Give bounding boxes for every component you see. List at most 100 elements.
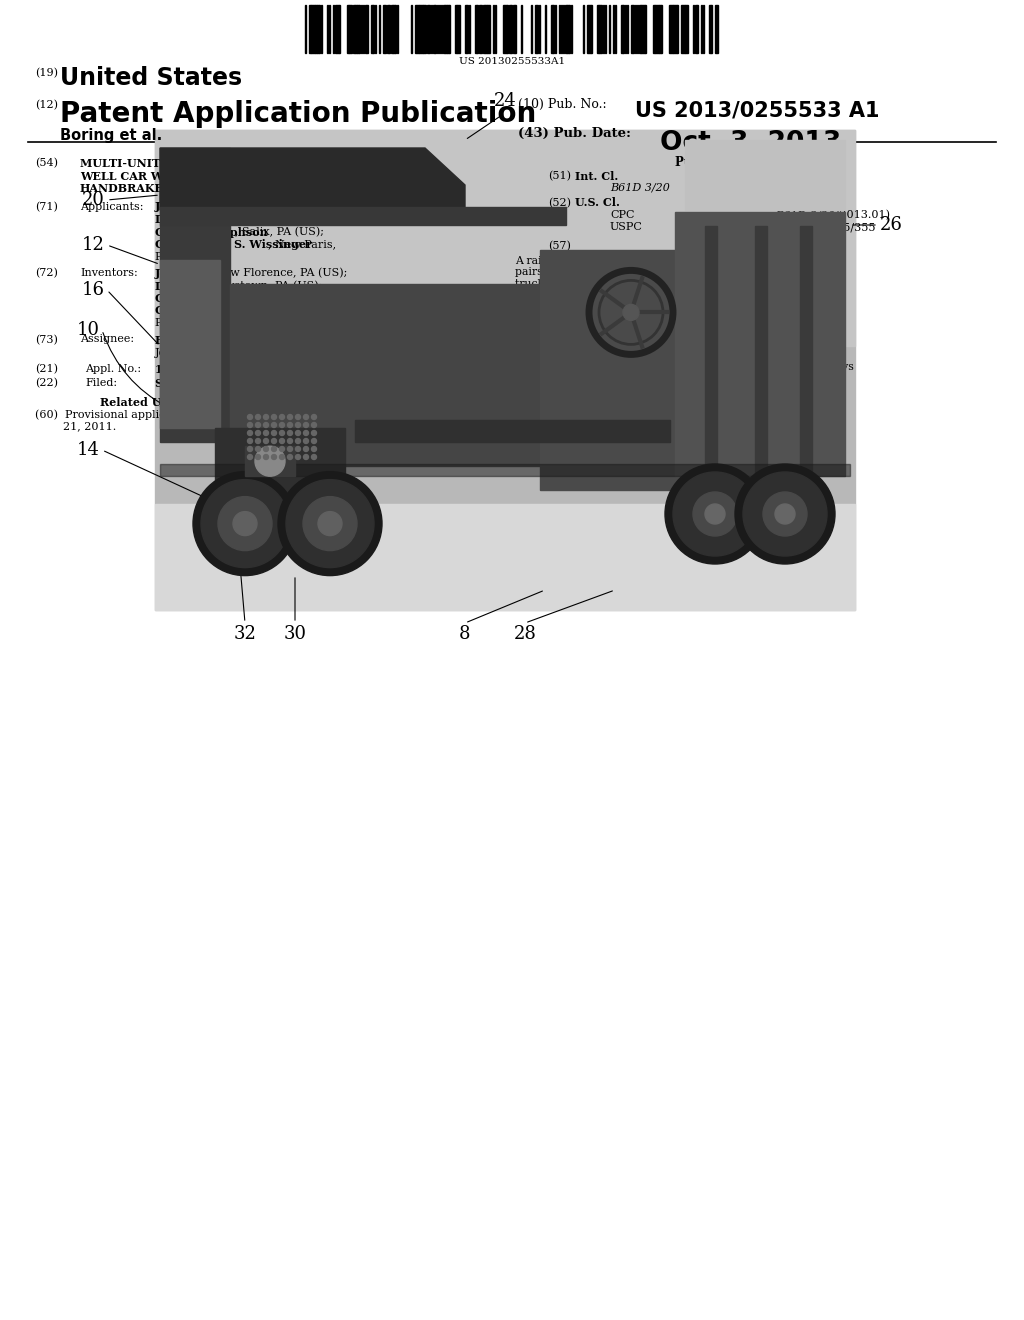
Circle shape (303, 496, 357, 550)
Text: US 2013/0255533 A1: US 2013/0255533 A1 (635, 100, 880, 120)
Text: (22): (22) (35, 378, 58, 388)
Text: extending between the end structures. The rail car: extending between the end structures. Th… (515, 338, 795, 348)
Text: 8: 8 (459, 624, 471, 643)
Circle shape (318, 512, 342, 536)
Text: Publication Classification: Publication Classification (675, 156, 845, 169)
Circle shape (303, 454, 308, 459)
Text: railcar via an operator on the ground.: railcar via an operator on the ground. (515, 445, 723, 454)
Bar (245, 446, 295, 475)
Circle shape (255, 446, 285, 477)
Bar (419, 5, 423, 53)
Bar (447, 5, 449, 53)
Circle shape (303, 446, 308, 451)
Bar (503, 5, 507, 53)
Bar (509, 5, 511, 53)
Bar (659, 5, 662, 53)
Circle shape (256, 446, 260, 451)
Text: structures, each end structure supported on one truck, and: structures, each end structure supported… (515, 290, 842, 301)
Bar (393, 5, 395, 53)
Bar (715, 5, 718, 53)
Bar (443, 5, 445, 53)
Text: pairs, and a railcar body supported on a pair of the: pairs, and a railcar body supported on a… (515, 267, 797, 277)
Bar (215, 428, 345, 513)
Text: ABSTRACT: ABSTRACT (721, 242, 799, 253)
Text: Applicants:: Applicants: (80, 202, 143, 211)
Bar (655, 5, 659, 53)
Circle shape (263, 454, 268, 459)
Text: Jeff Boring: Jeff Boring (155, 202, 224, 213)
Text: Assignee:: Assignee: (80, 334, 134, 345)
Circle shape (286, 479, 374, 568)
Bar (705, 226, 717, 475)
Bar (755, 226, 767, 475)
Bar (455, 5, 457, 53)
Circle shape (288, 430, 293, 436)
Circle shape (296, 446, 300, 451)
Bar (673, 5, 677, 53)
Text: (71): (71) (35, 202, 58, 211)
Circle shape (248, 454, 253, 459)
Circle shape (288, 414, 293, 420)
Bar (391, 5, 393, 53)
Circle shape (280, 454, 285, 459)
Circle shape (288, 454, 293, 459)
Bar (621, 5, 623, 53)
Bar (415, 5, 419, 53)
Circle shape (311, 454, 316, 459)
Circle shape (201, 479, 289, 568)
Text: (12): (12) (35, 100, 58, 111)
Bar (641, 5, 645, 53)
Text: (2013.01): (2013.01) (835, 210, 890, 220)
Circle shape (705, 504, 725, 524)
Circle shape (256, 422, 260, 428)
Text: Filed:: Filed: (85, 378, 117, 388)
Circle shape (296, 438, 300, 444)
Bar (669, 5, 673, 53)
Circle shape (278, 471, 382, 576)
Bar (160, 260, 220, 428)
Circle shape (248, 422, 253, 428)
Text: 26: 26 (880, 216, 903, 234)
Text: Jeff Boring: Jeff Boring (155, 268, 224, 279)
Circle shape (665, 465, 765, 564)
Circle shape (280, 414, 285, 420)
Text: , Salix, PA (US);: , Salix, PA (US); (234, 293, 324, 304)
Text: 20: 20 (82, 191, 105, 209)
Circle shape (248, 438, 253, 444)
Circle shape (303, 414, 308, 420)
Polygon shape (160, 148, 465, 210)
Bar (535, 5, 538, 53)
Circle shape (256, 430, 260, 436)
Text: Greg P. Josephson: Greg P. Josephson (155, 227, 267, 238)
Text: 21, 2011.: 21, 2011. (35, 421, 117, 432)
Circle shape (248, 446, 253, 451)
Text: 10: 10 (77, 321, 100, 339)
Text: Patent Application Publication: Patent Application Publication (60, 100, 537, 128)
Bar (365, 5, 368, 53)
Bar (355, 5, 357, 53)
Bar (423, 5, 426, 53)
Text: Dave Lohr: Dave Lohr (155, 214, 219, 224)
Text: (21): (21) (35, 363, 58, 374)
Bar (309, 5, 311, 53)
Text: MULTI-UNIT INTERMODAL RAILROAD: MULTI-UNIT INTERMODAL RAILROAD (80, 158, 326, 169)
Bar (597, 5, 599, 53)
Circle shape (271, 438, 276, 444)
Text: Greg P. Josephson: Greg P. Josephson (155, 293, 267, 304)
Bar (357, 5, 359, 53)
Bar (465, 5, 468, 53)
Text: U.S. Cl.: U.S. Cl. (575, 198, 620, 209)
Bar (685, 140, 845, 210)
Text: handbrake operated with a hand wheel is mounted on one: handbrake operated with a hand wheel is … (515, 397, 836, 407)
Circle shape (263, 446, 268, 451)
Text: Johnstown, PA (US): Johnstown, PA (US) (155, 347, 265, 358)
Bar (685, 5, 688, 53)
Bar (599, 5, 602, 53)
Circle shape (288, 446, 293, 451)
Circle shape (263, 414, 268, 420)
Bar (155, 129, 855, 610)
Circle shape (693, 492, 737, 536)
Text: , Storystown, PA (US);: , Storystown, PA (US); (198, 281, 327, 292)
Circle shape (303, 438, 308, 444)
Text: 24: 24 (494, 92, 516, 110)
